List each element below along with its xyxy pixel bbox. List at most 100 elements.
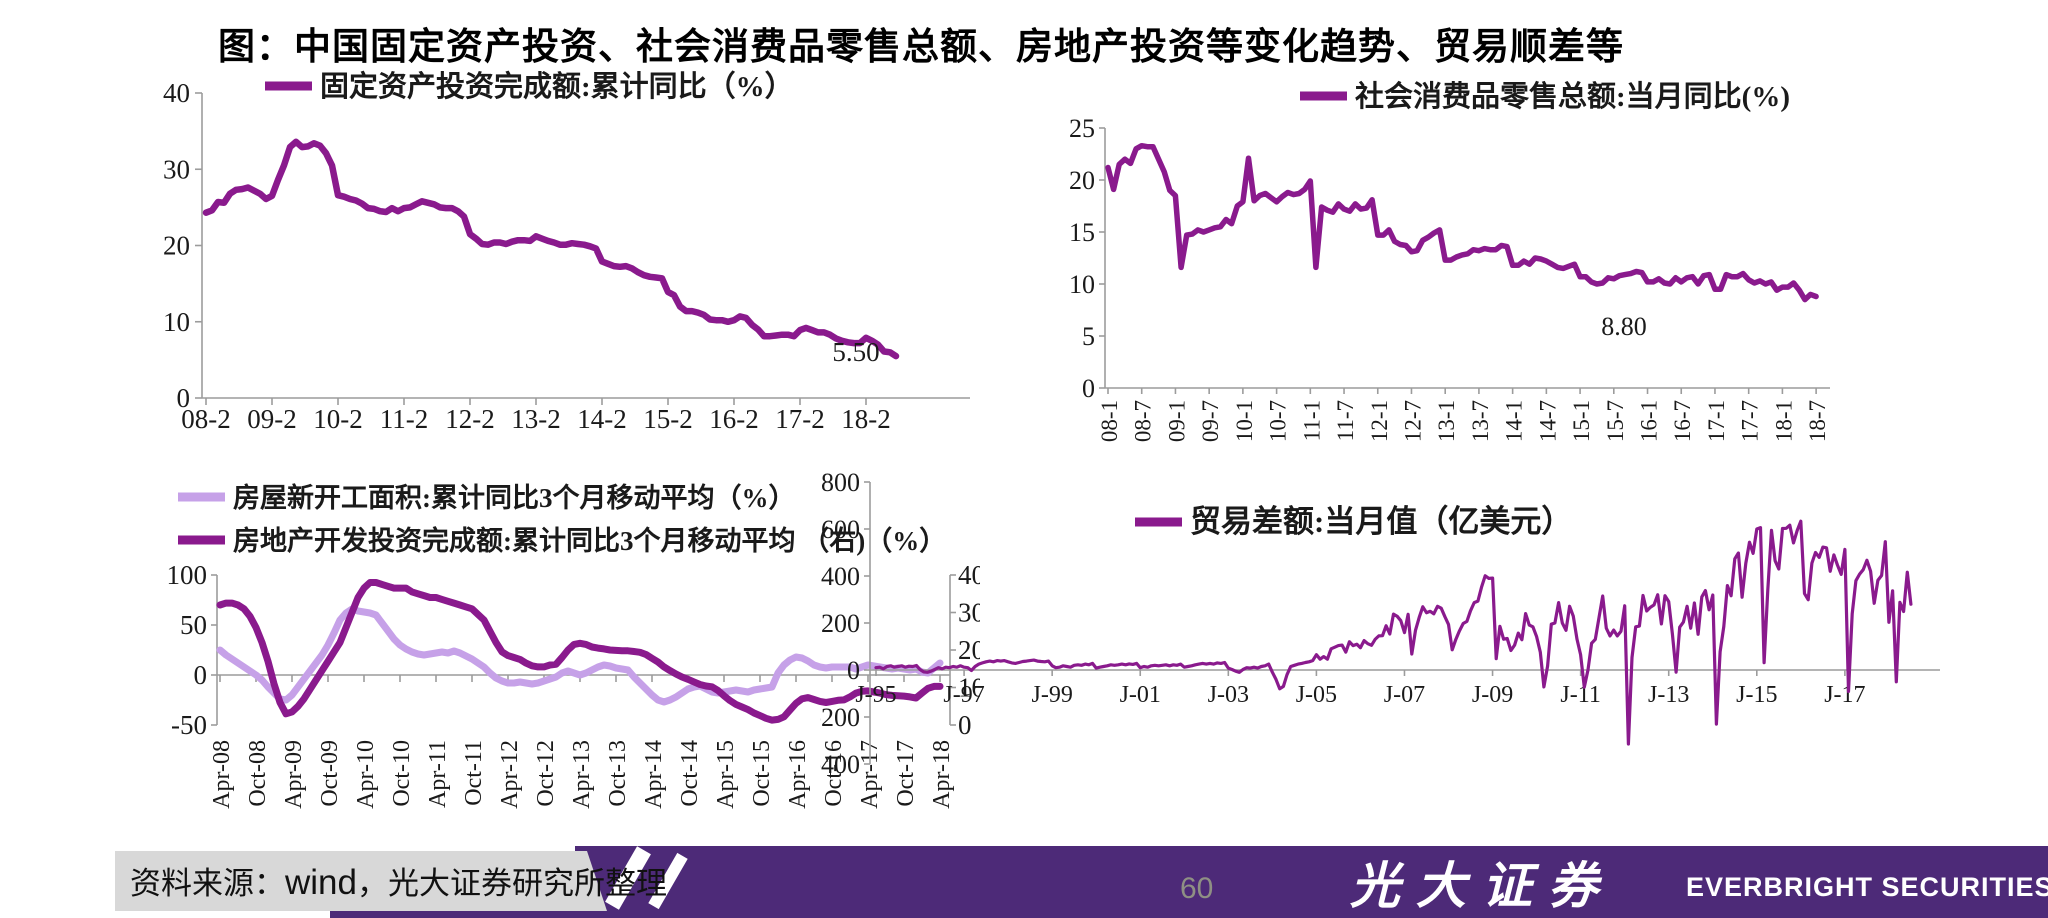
- x-tick-label: Oct-08: [245, 740, 271, 807]
- y-tick-label: 800: [821, 468, 860, 497]
- x-tick-label: 13-7: [1468, 400, 1493, 442]
- x-tick-label: 14-7: [1535, 400, 1560, 442]
- y-tick-label: 0: [177, 383, 191, 413]
- x-tick-label: J-07: [1384, 682, 1425, 708]
- x-tick-label: J-17: [1824, 682, 1865, 708]
- legend-label: 贸易差额:当月值（亿美元）: [1190, 504, 1572, 539]
- x-tick-label: Oct-17: [893, 740, 919, 807]
- series-line: [216, 605, 944, 706]
- x-tick-label: Oct-16: [821, 740, 847, 807]
- x-tick-label: 16-2: [709, 404, 759, 434]
- y-tick-label: 40: [163, 78, 190, 108]
- fixed-asset-investment-chart: 0 10 20 30 40 08-2 09-2 10-2 11-2 12-2 13-2 14-2 15-…: [163, 69, 970, 434]
- x-tick-label: J-95: [855, 682, 896, 708]
- y-tick-label: 100: [167, 560, 208, 590]
- footer-brand-band: [575, 846, 2048, 918]
- source-wind: wind: [285, 863, 357, 902]
- x-tick-label: Oct-11: [461, 740, 487, 806]
- x-tick-label: 14-2: [577, 404, 627, 434]
- y-tick-label: 0: [1082, 374, 1095, 403]
- x-tick-label: 11-1: [1299, 400, 1324, 441]
- x-tick-label: 12-7: [1400, 400, 1425, 442]
- everbright-logo-cn: 光大证券: [1350, 858, 1614, 914]
- x-tick-label: J-13: [1648, 682, 1689, 708]
- x-tick-label: Apr-10: [353, 740, 379, 809]
- legend-label: 固定资产投资完成额:累计同比（%）: [320, 69, 794, 103]
- y-tick-label: 20: [1069, 166, 1095, 195]
- y-tick-label: -200: [820, 703, 860, 732]
- y-tick-label: 30: [163, 154, 190, 184]
- x-tick-label: J-03: [1208, 682, 1249, 708]
- x-tick-label: Apr-09: [281, 740, 307, 809]
- y-tick-label-right: 40: [958, 560, 980, 590]
- x-tick-label: 16-7: [1670, 400, 1695, 442]
- x-tick-label: Oct-10: [389, 740, 415, 807]
- retail-sales-chart: 0 5 10 15 20 25 08-1 08-7 09-1 09-7 10-1 10-7 11-1 11…: [1069, 80, 1830, 442]
- series-line: [216, 579, 944, 724]
- x-tick-label: 15-2: [643, 404, 693, 434]
- footer-source-band: [115, 851, 607, 911]
- x-tick-label: Apr-16: [785, 740, 811, 809]
- y-tick-label-right: 30: [958, 598, 980, 628]
- x-tick-label: Oct-09: [317, 740, 343, 807]
- x-tick-label: 13-2: [511, 404, 561, 434]
- source-note: 资料来源：wind，光大证券研究所整理: [130, 858, 667, 903]
- y-tick-label: -50: [171, 710, 207, 740]
- y-tick-label: 600: [821, 515, 860, 544]
- x-tick-label: Oct-13: [605, 740, 631, 807]
- source-rest: ，光大证券研究所整理: [356, 866, 667, 901]
- end-value-label: 8.80: [1601, 312, 1647, 341]
- x-tick-label: 17-2: [775, 404, 825, 434]
- x-tick-label: Apr-13: [569, 740, 595, 809]
- x-tick-label: J-99: [1031, 682, 1072, 708]
- legend-label: 社会消费品零售总额:当月同比(%): [1355, 80, 1790, 113]
- x-tick-label: 17-7: [1738, 400, 1763, 442]
- x-tick-label: Apr-14: [641, 740, 667, 809]
- axis: 0 5 10 15 20 25 08-1 08-7 09-1 09-7 10-1 10-7 11-1 11…: [1069, 114, 1830, 442]
- y-tick-label: 5: [1082, 322, 1095, 351]
- series-line: [874, 519, 1913, 746]
- y-tick-label: 10: [1069, 270, 1095, 299]
- y-tick-label: 25: [1069, 114, 1095, 143]
- axis: -400-2000200400600800J-95J-97J-99J-01J-0…: [820, 468, 1940, 779]
- x-tick-label: 08-1: [1097, 400, 1122, 442]
- y-tick-label: 15: [1069, 218, 1095, 247]
- legend-label: 房屋新开工面积:累计同比3个月移动平均（%）: [233, 482, 796, 513]
- x-tick-label: Apr-11: [425, 740, 451, 808]
- x-tick-label: Oct-14: [677, 740, 703, 807]
- x-tick-label: J-01: [1120, 682, 1161, 708]
- x-tick-label: 10-7: [1266, 400, 1291, 442]
- axis: 0 10 20 30 40 08-2 09-2 10-2 11-2 12-2 13-2 14-2 15-…: [163, 78, 970, 434]
- y-tick-label-right: 20: [958, 635, 980, 665]
- y-tick-label: 50: [180, 610, 207, 640]
- page-number: 60: [1180, 872, 1214, 905]
- y-tick-label: 10: [163, 307, 190, 337]
- y-tick-label-right: 10: [958, 673, 980, 703]
- x-tick-label: 10-1: [1232, 400, 1257, 442]
- page-title: 图：中国固定资产投资、社会消费品零售总额、房地产投资等变化趋势、贸易顺差等: [218, 27, 1624, 68]
- x-tick-label: 09-7: [1198, 400, 1223, 442]
- x-tick-label: 10-2: [313, 404, 363, 434]
- x-tick-label: 18-1: [1771, 400, 1796, 442]
- x-tick-label: 18-2: [841, 404, 891, 434]
- x-tick-label: 11-7: [1333, 400, 1358, 441]
- y-tick-label: 0: [847, 656, 860, 685]
- x-tick-label: 15-7: [1603, 400, 1628, 442]
- x-tick-label: 11-2: [380, 404, 429, 434]
- x-tick-label: Apr-12: [497, 740, 523, 809]
- y-tick-label: 200: [821, 609, 860, 638]
- footer-bottom-strip: [330, 910, 2048, 918]
- series-line: [202, 138, 900, 360]
- x-tick-label: Oct-15: [749, 740, 775, 807]
- everbright-logo-en: EVERBRIGHT SECURITIES: [1686, 872, 2048, 902]
- legend-label: 房地产开发投资完成额:累计同比3个月移动平均 （右)（%）: [233, 525, 946, 556]
- axis: -50 0 50 100 0 10 20 30 40 Apr-08 Oct-08 Apr-09 Oct-…: [167, 560, 981, 809]
- x-tick-label: 12-1: [1367, 400, 1392, 442]
- source-label: 资料来源：: [130, 866, 285, 901]
- x-tick-label: J-15: [1736, 682, 1777, 708]
- x-tick-label: 15-1: [1569, 400, 1594, 442]
- x-tick-label: 18-7: [1805, 400, 1830, 442]
- x-tick-label: Apr-08: [209, 740, 235, 809]
- y-tick-label: 0: [194, 660, 208, 690]
